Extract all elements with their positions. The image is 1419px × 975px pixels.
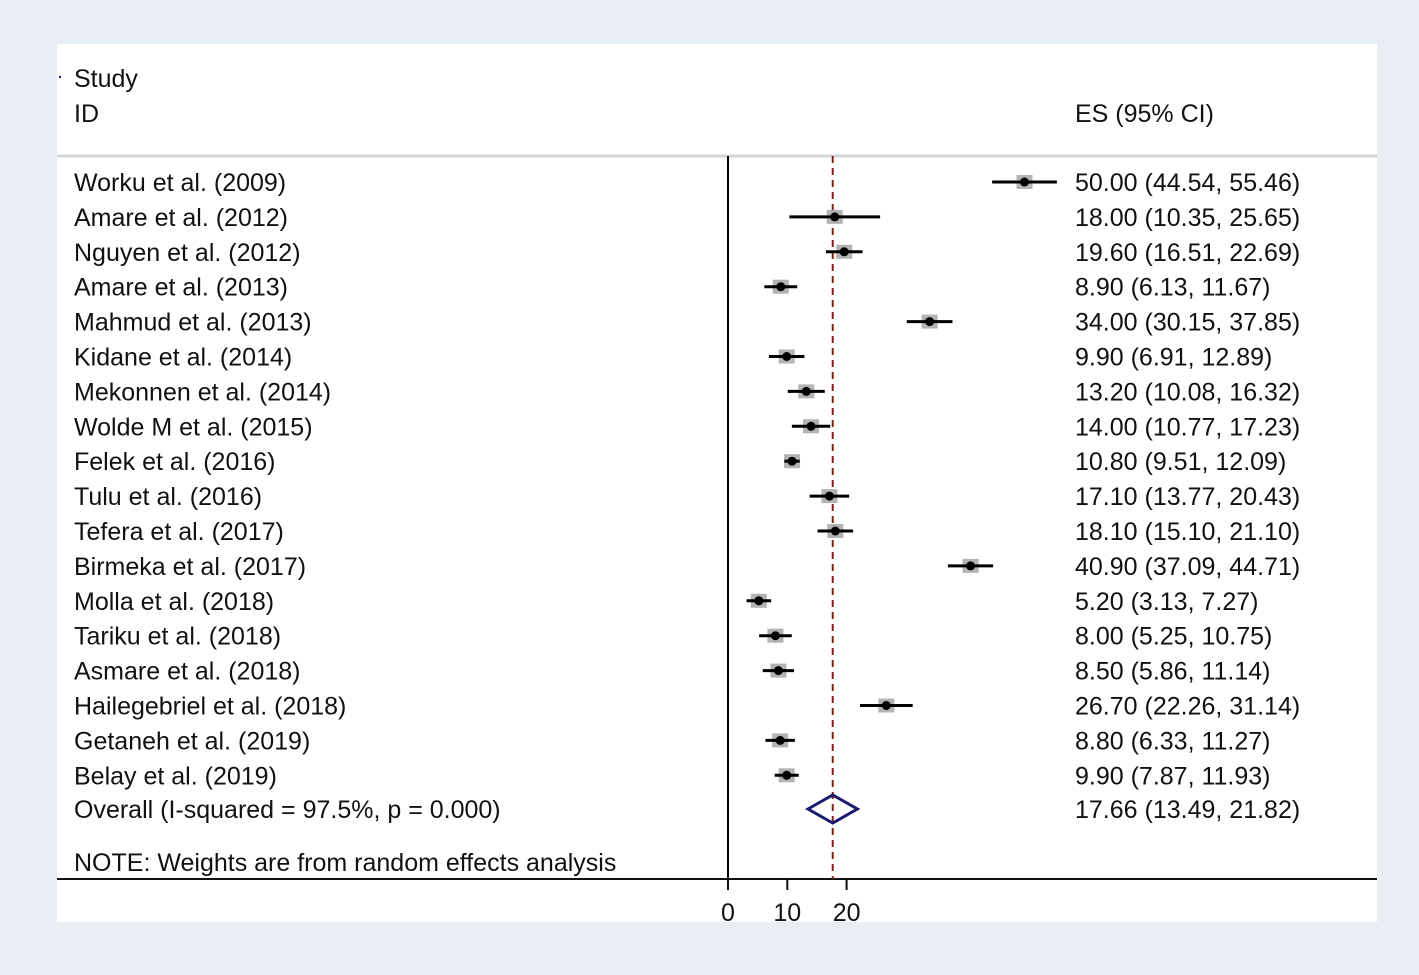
- effect-point: [801, 386, 811, 396]
- study-label: Belay et al. (2019): [74, 762, 277, 790]
- study-es-ci: 14.00 (10.77, 17.23): [1075, 413, 1300, 441]
- effect-point: [770, 631, 780, 641]
- study-label: Tulu et al. (2016): [74, 483, 262, 511]
- study-es-ci: 8.80 (6.33, 11.27): [1075, 727, 1271, 755]
- study-es-ci: 8.90 (6.13, 11.67): [1075, 274, 1271, 302]
- study-es-ci: 9.90 (6.91, 12.89): [1075, 344, 1272, 372]
- effect-point: [773, 666, 783, 676]
- study-es-ci: 34.00 (30.15, 37.85): [1075, 309, 1300, 337]
- study-label: Molla et al. (2018): [74, 588, 274, 616]
- effect-point: [754, 596, 764, 606]
- study-label: Wolde M et al. (2015): [74, 413, 313, 441]
- study-label: Mahmud et al. (2013): [74, 309, 312, 337]
- study-es-ci: 18.00 (10.35, 25.65): [1075, 204, 1300, 232]
- x-tick-label: 20: [833, 899, 861, 927]
- study-es-ci: 5.20 (3.13, 7.27): [1075, 588, 1258, 616]
- effect-point: [782, 770, 792, 780]
- effect-point: [966, 561, 976, 571]
- x-tick-label: 10: [773, 899, 801, 927]
- study-es-ci: 13.20 (10.08, 16.32): [1075, 378, 1300, 406]
- effect-size-labels: 50.00 (44.54, 55.46) 18.00 (10.35, 25.65)…: [1075, 169, 1300, 790]
- effect-point: [830, 526, 840, 536]
- effect-point: [824, 491, 834, 501]
- study-label: Amare et al. (2013): [74, 274, 288, 302]
- effect-point: [881, 701, 891, 710]
- study-label: Tariku et al. (2018): [74, 623, 281, 651]
- study-label: Getaneh et al. (2019): [74, 727, 310, 755]
- study-label: Birmeka et al. (2017): [74, 553, 306, 581]
- study-es-ci: 50.00 (44.54, 55.46): [1075, 169, 1300, 197]
- study-label: Mekonnen et al. (2014): [74, 378, 331, 406]
- effect-point: [782, 352, 792, 361]
- study-marks: [746, 175, 1057, 783]
- study-label: Tefera et al. (2017): [74, 518, 284, 546]
- study-es-ci: 19.60 (16.51, 22.69): [1075, 239, 1300, 267]
- study-label: Felek et al. (2016): [74, 448, 276, 476]
- study-label: Asmare et al. (2018): [74, 658, 301, 686]
- effect-point: [925, 317, 935, 327]
- header-es-ci: ES (95% CI): [1075, 100, 1214, 128]
- study-es-ci: 26.70 (22.26, 31.14): [1075, 693, 1300, 721]
- study-es-ci: 10.80 (9.51, 12.09): [1075, 448, 1286, 476]
- effect-point: [776, 282, 786, 292]
- effect-point: [830, 212, 840, 222]
- header-id: ID: [74, 100, 99, 128]
- effect-point: [1020, 177, 1029, 187]
- overall-es-ci: 17.66 (13.49, 21.82): [1075, 796, 1300, 824]
- overall-diamond: [804, 793, 861, 825]
- study-label: Nguyen et al. (2012): [74, 239, 301, 267]
- study-labels: Worku et al. (2009) Amare et al. (2012) Ng…: [74, 169, 346, 790]
- plot-panel: [57, 44, 1377, 922]
- study-label: Worku et al. (2009): [74, 169, 286, 197]
- study-es-ci: 17.10 (13.77, 20.43): [1075, 483, 1300, 511]
- x-tick-label: 0: [721, 899, 735, 927]
- study-es-ci: 18.10 (15.10, 21.10): [1075, 518, 1300, 546]
- effect-point: [839, 247, 849, 257]
- header-study: Study: [74, 65, 138, 93]
- study-es-ci: 8.00 (5.25, 10.75): [1075, 623, 1272, 651]
- study-label: Kidane et al. (2014): [74, 344, 292, 372]
- effect-point: [775, 735, 785, 745]
- study-label: Amare et al. (2012): [74, 204, 288, 232]
- weights-note: NOTE: Weights are from random effects an…: [74, 849, 616, 877]
- effect-point: [806, 421, 816, 431]
- x-axis: 0 10 20: [721, 879, 861, 927]
- study-es-ci: 8.50 (5.86, 11.14): [1075, 658, 1271, 686]
- corner-marker: [58, 75, 62, 79]
- study-es-ci: 9.90 (7.87, 11.93): [1075, 762, 1271, 790]
- effect-point: [787, 456, 797, 466]
- study-label: Hailegebriel et al. (2018): [74, 693, 346, 721]
- study-es-ci: 40.90 (37.09, 44.71): [1075, 553, 1300, 581]
- overall-label: Overall (I-squared = 97.5%, p = 0.000): [74, 796, 501, 824]
